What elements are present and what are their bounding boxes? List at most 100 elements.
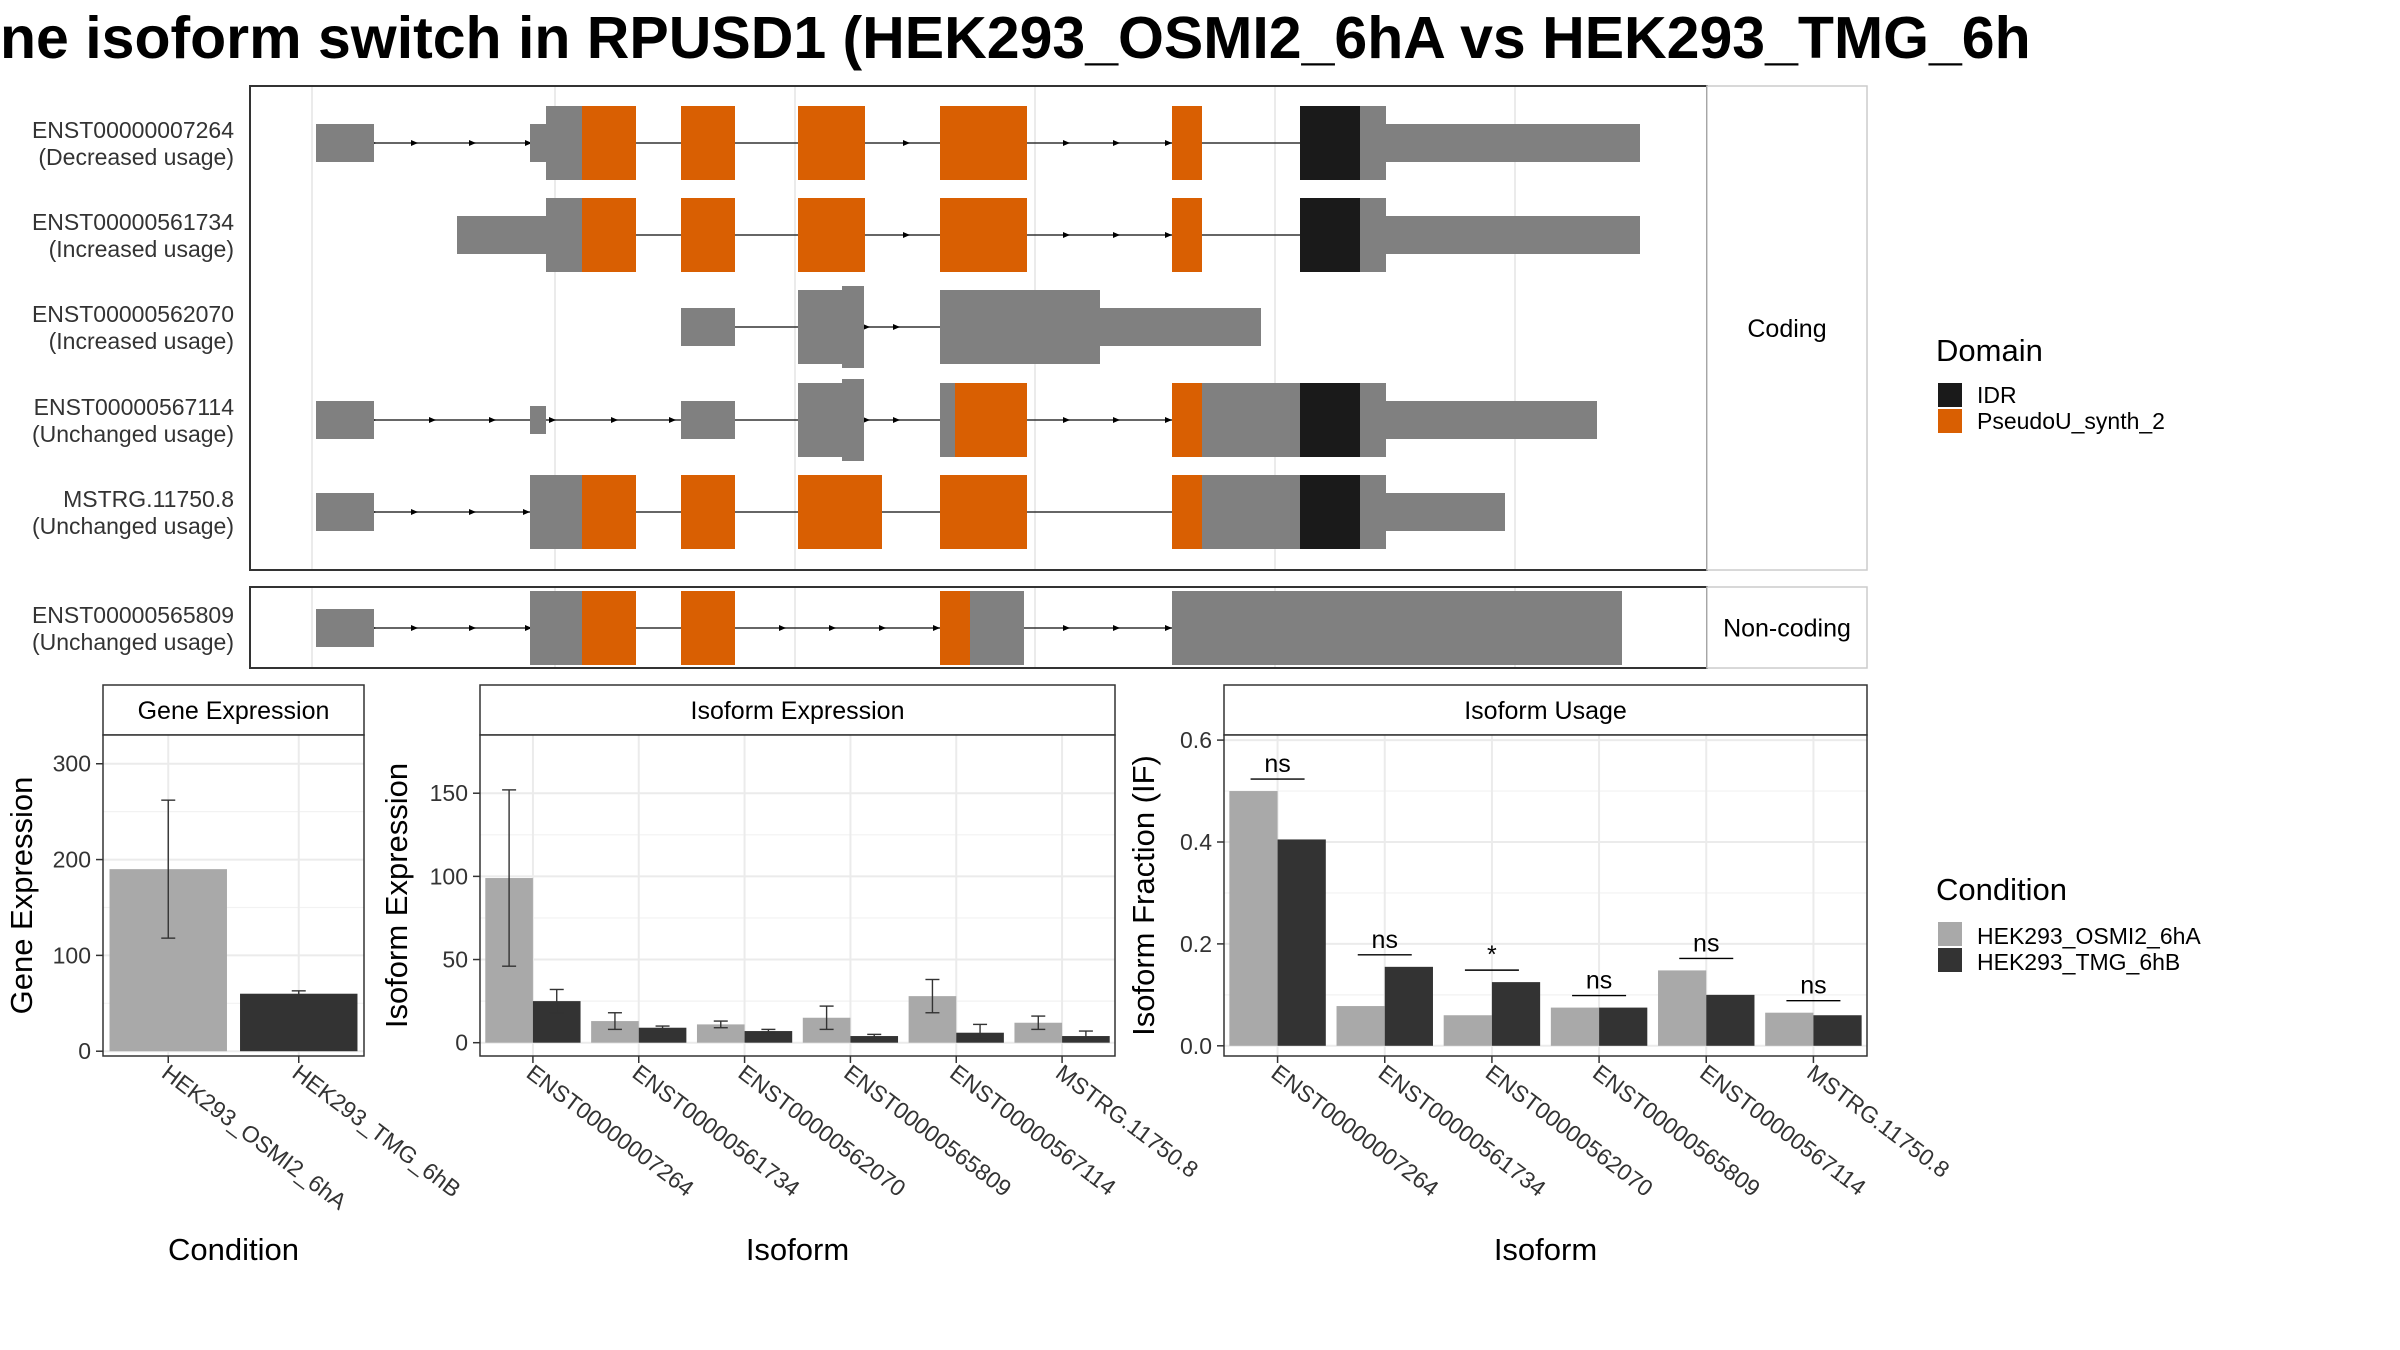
condition-legend-key xyxy=(1938,922,1962,946)
direction-arrow xyxy=(893,324,900,330)
coding-exon xyxy=(940,290,1100,364)
coding-exon xyxy=(1202,475,1300,549)
coding-exon xyxy=(940,383,955,457)
y-tick-label: 0.6 xyxy=(1180,727,1212,753)
isoform-track-MSTRG.11750.8 xyxy=(316,475,1505,549)
bar xyxy=(1229,791,1278,1046)
plot-background xyxy=(480,735,1115,1056)
direction-arrow xyxy=(1063,417,1070,423)
usage-label: (Unchanged usage) xyxy=(32,421,234,447)
y-tick-label: 100 xyxy=(53,942,91,968)
isoform-label: ENST00000007264 xyxy=(32,117,234,143)
usage-label: (Unchanged usage) xyxy=(32,513,234,539)
direction-arrow xyxy=(469,625,476,631)
bar xyxy=(1384,966,1433,1046)
utr-exon xyxy=(316,124,374,162)
direction-arrow xyxy=(779,625,786,631)
direction-arrow xyxy=(411,509,418,515)
y-axis-title: Gene Expression xyxy=(4,777,39,1015)
coding-exon xyxy=(546,198,582,272)
significance-label: ns xyxy=(1372,926,1398,954)
coding-exon xyxy=(546,475,582,549)
coding-exon xyxy=(842,379,864,461)
isoform-label: ENST00000561734 xyxy=(32,209,234,235)
domain-legend-key xyxy=(1938,409,1962,433)
direction-arrow xyxy=(1113,232,1120,238)
isoform-track-ENST00000565809 xyxy=(316,591,1622,665)
direction-arrow xyxy=(863,417,870,423)
coding-exon xyxy=(842,286,864,368)
panel-strip-label: Gene Expression xyxy=(138,697,330,725)
noncoding-strip xyxy=(1706,586,1868,669)
pseudou-domain xyxy=(681,591,735,665)
direction-arrow xyxy=(549,417,556,423)
idr-domain xyxy=(1300,106,1360,180)
idr-domain xyxy=(1300,383,1360,457)
pseudou-domain xyxy=(940,106,1027,180)
isoform-track-ENST00000561734 xyxy=(457,198,1640,272)
coding-exon xyxy=(1360,106,1386,180)
bar xyxy=(1443,1015,1492,1046)
coding-exon xyxy=(530,591,546,665)
utr-exon xyxy=(530,406,546,434)
coding-exon xyxy=(1202,383,1300,457)
utr-exon xyxy=(457,216,546,254)
direction-arrow xyxy=(829,625,836,631)
isoform-label: ENST00000565809 xyxy=(32,602,234,628)
direction-arrow xyxy=(903,140,910,146)
panel-strip-label: Isoform Expression xyxy=(691,697,905,725)
direction-arrow xyxy=(523,509,530,515)
panel-strip-label: Isoform Usage xyxy=(1464,697,1627,725)
isoform-track-ENST00000562070 xyxy=(681,286,1261,368)
bar xyxy=(1599,1007,1648,1046)
bar xyxy=(240,993,358,1052)
domain-legend-title: Domain xyxy=(1936,333,2043,368)
gene-expression-panel: Gene Expression0100200300HEK293_OSMI2_6h… xyxy=(4,684,466,1267)
idr-domain xyxy=(1300,198,1360,272)
condition-legend-key xyxy=(1938,948,1962,972)
direction-arrow xyxy=(411,140,418,146)
direction-arrow xyxy=(1113,417,1120,423)
significance-label: ns xyxy=(1264,750,1290,778)
pseudou-domain xyxy=(1172,475,1202,549)
significance-label: ns xyxy=(1693,929,1719,957)
bar xyxy=(1014,1022,1063,1043)
bar xyxy=(744,1031,793,1043)
usage-label: (Increased usage) xyxy=(49,328,234,354)
usage-label: (Decreased usage) xyxy=(38,144,234,170)
utr-exon xyxy=(316,401,374,439)
panel-border xyxy=(1223,734,1868,1057)
isoform-expression-panel: Isoform Expression050100150ENST000000072… xyxy=(379,684,1203,1267)
direction-arrow xyxy=(903,232,910,238)
direction-arrow xyxy=(469,509,476,515)
coding-exon xyxy=(1360,475,1386,549)
pseudou-domain xyxy=(798,198,865,272)
x-axis-title: Isoform xyxy=(746,1232,849,1267)
utr-exon xyxy=(530,498,546,526)
bar xyxy=(1658,970,1707,1046)
direction-arrow xyxy=(1113,625,1120,631)
pseudou-domain xyxy=(1172,383,1202,457)
coding-exon xyxy=(1172,591,1622,665)
direction-arrow xyxy=(1063,232,1070,238)
pseudou-domain xyxy=(940,198,1027,272)
y-axis-title: Isoform Fraction (IF) xyxy=(1126,755,1161,1036)
isoform-structure-plot: Coding Non-coding ENST00000007264(Decrease… xyxy=(32,85,1868,669)
utr-exon xyxy=(681,308,735,346)
isoform-label: ENST00000567114 xyxy=(34,394,235,420)
bar xyxy=(1813,1015,1862,1046)
coding-exon xyxy=(970,591,1012,665)
direction-arrow xyxy=(489,417,496,423)
y-tick-label: 50 xyxy=(442,947,468,973)
pseudou-domain xyxy=(582,591,636,665)
domain-legend-key xyxy=(1938,383,1962,407)
condition-legend-label: HEK293_TMG_6hB xyxy=(1977,949,2180,975)
y-tick-label: 0.0 xyxy=(1180,1033,1212,1059)
significance-label: * xyxy=(1487,941,1497,969)
significance-label: ns xyxy=(1800,972,1826,1000)
panel-strip xyxy=(102,684,365,736)
coding-exon xyxy=(1360,198,1386,272)
idr-domain xyxy=(1300,475,1360,549)
bar xyxy=(1336,1006,1385,1046)
